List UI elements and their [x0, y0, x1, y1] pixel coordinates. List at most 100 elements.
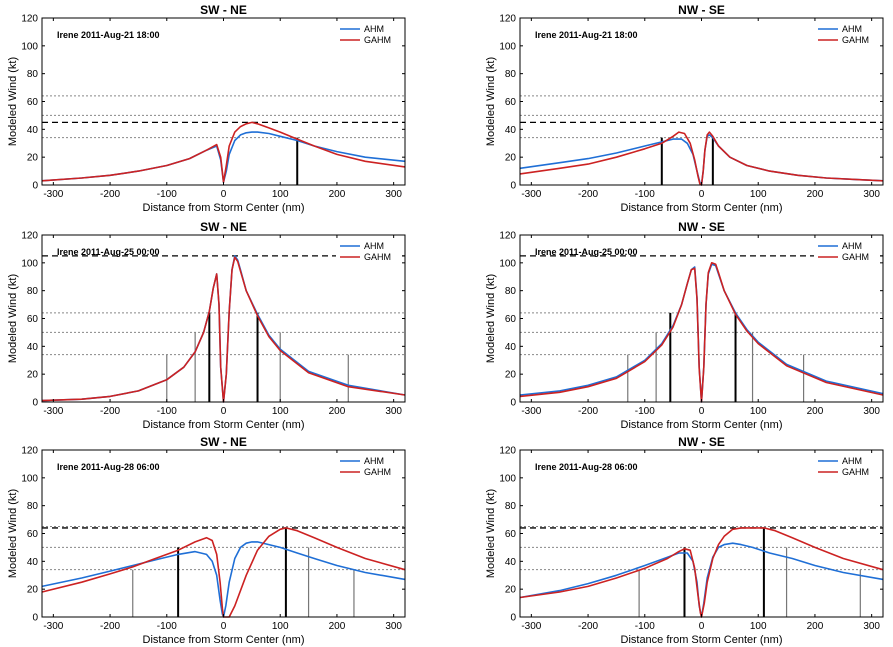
- legend-label: GAHM: [364, 35, 391, 45]
- x-tick-label: 200: [329, 406, 346, 417]
- legend-label: AHM: [364, 24, 384, 34]
- x-tick-label: 0: [221, 189, 227, 200]
- x-tick-label: 100: [272, 406, 289, 417]
- storm-annotation: Irene 2011-Aug-25 00:00: [535, 247, 638, 257]
- x-tick-label: 200: [807, 189, 824, 200]
- x-tick-label: 0: [699, 621, 705, 632]
- y-tick-label: 80: [27, 69, 39, 80]
- chart-title: SW - NE: [200, 3, 247, 17]
- x-tick-label: -200: [578, 406, 598, 417]
- y-tick-label: 40: [505, 125, 517, 136]
- x-tick-label: 100: [272, 189, 289, 200]
- x-tick-label: 100: [750, 189, 767, 200]
- x-tick-label: -100: [157, 189, 177, 200]
- x-tick-label: -200: [578, 621, 598, 632]
- x-tick-label: 0: [699, 189, 705, 200]
- y-tick-label: 20: [505, 153, 517, 164]
- y-tick-label: 60: [505, 529, 517, 540]
- legend-label: GAHM: [842, 467, 869, 477]
- y-tick-label: 40: [27, 342, 39, 353]
- y-tick-label: 20: [505, 585, 517, 596]
- x-tick-label: -300: [43, 189, 63, 200]
- x-tick-label: 300: [385, 406, 402, 417]
- y-tick-label: 20: [27, 370, 39, 381]
- legend-label: GAHM: [364, 467, 391, 477]
- x-tick-label: 0: [699, 406, 705, 417]
- x-tick-label: -100: [635, 189, 655, 200]
- y-tick-label: 100: [21, 473, 38, 484]
- legend-label: AHM: [842, 456, 862, 466]
- x-tick-label: -100: [157, 621, 177, 632]
- chart-title: NW - SE: [678, 220, 725, 234]
- y-tick-label: 40: [505, 342, 517, 353]
- x-tick-label: 200: [807, 406, 824, 417]
- x-tick-label: 100: [750, 621, 767, 632]
- legend-label: AHM: [842, 241, 862, 251]
- y-tick-label: 40: [27, 557, 39, 568]
- x-tick-label: -300: [521, 189, 541, 200]
- y-tick-label: 20: [27, 585, 39, 596]
- y-tick-label: 0: [510, 398, 516, 409]
- legend: [814, 23, 876, 47]
- y-axis-label: Modeled Wind (kt): [7, 57, 19, 146]
- x-tick-label: -300: [521, 406, 541, 417]
- x-tick-label: 300: [863, 621, 880, 632]
- series-line-ahm: [41, 541, 406, 618]
- y-tick-label: 80: [27, 286, 39, 297]
- legend: [336, 240, 398, 264]
- y-tick-label: 120: [21, 14, 38, 25]
- y-tick-label: 120: [499, 231, 516, 242]
- legend-label: GAHM: [842, 252, 869, 262]
- legend: [336, 455, 398, 479]
- x-tick-label: -100: [635, 406, 655, 417]
- storm-annotation: Irene 2011-Aug-25 00:00: [57, 247, 160, 257]
- x-tick-label: 200: [329, 621, 346, 632]
- y-tick-label: 0: [32, 613, 38, 624]
- y-tick-label: 80: [505, 286, 517, 297]
- legend: [814, 455, 876, 479]
- y-tick-label: 120: [21, 231, 38, 242]
- y-tick-label: 80: [27, 501, 39, 512]
- y-tick-label: 60: [27, 97, 39, 108]
- legend-label: AHM: [364, 456, 384, 466]
- x-tick-label: 200: [807, 621, 824, 632]
- y-tick-label: 120: [21, 446, 38, 457]
- y-tick-label: 80: [505, 501, 517, 512]
- y-tick-label: 20: [505, 370, 517, 381]
- storm-annotation: Irene 2011-Aug-21 18:00: [535, 30, 638, 40]
- chart-panel-6: -300 -200 -100 0 100 200 300 0 20 40 60 80 100 120 NW …: [485, 435, 884, 646]
- x-axis-label: Distance from Storm Center (nm): [143, 419, 305, 431]
- y-tick-label: 20: [27, 153, 39, 164]
- legend-label: GAHM: [364, 252, 391, 262]
- y-axis-label: Modeled Wind (kt): [485, 57, 497, 146]
- y-tick-label: 80: [505, 69, 517, 80]
- chart-title: NW - SE: [678, 3, 725, 17]
- x-tick-label: -300: [521, 621, 541, 632]
- x-axis-label: Distance from Storm Center (nm): [621, 419, 783, 431]
- y-tick-label: 40: [27, 125, 39, 136]
- x-tick-label: -200: [100, 189, 120, 200]
- chart-panel-5: -300 -200 -100 0 100 200 300 0 20 40 60 80 100 120 SW …: [7, 435, 406, 646]
- chart-panel-3: -300 -200 -100 0 100 200 300 0 20 40 60 80 100 120 SW …: [7, 220, 406, 431]
- chart-panel-1: -300 -200 -100 0 100 200 300 0 20 40 60 80 100 120 SW …: [7, 3, 406, 214]
- storm-annotation: Irene 2011-Aug-21 18:00: [57, 30, 160, 40]
- y-axis-label: Modeled Wind (kt): [7, 489, 19, 578]
- y-tick-label: 60: [505, 314, 517, 325]
- y-tick-label: 0: [510, 613, 516, 624]
- x-axis-label: Distance from Storm Center (nm): [143, 634, 305, 646]
- x-tick-label: 0: [221, 406, 227, 417]
- storm-annotation: Irene 2011-Aug-28 06:00: [57, 462, 160, 472]
- y-axis-label: Modeled Wind (kt): [7, 274, 19, 363]
- y-tick-label: 120: [499, 14, 516, 25]
- legend-label: AHM: [842, 24, 862, 34]
- chart-panel-2: -300 -200 -100 0 100 200 300 0 20 40 60 80 100 120 NW …: [485, 3, 884, 214]
- x-tick-label: -100: [635, 621, 655, 632]
- y-tick-label: 100: [21, 258, 38, 269]
- x-tick-label: 0: [221, 621, 227, 632]
- y-tick-label: 60: [505, 97, 517, 108]
- x-tick-label: 100: [272, 621, 289, 632]
- legend-label: GAHM: [842, 35, 869, 45]
- y-tick-label: 40: [505, 557, 517, 568]
- y-tick-label: 60: [27, 529, 39, 540]
